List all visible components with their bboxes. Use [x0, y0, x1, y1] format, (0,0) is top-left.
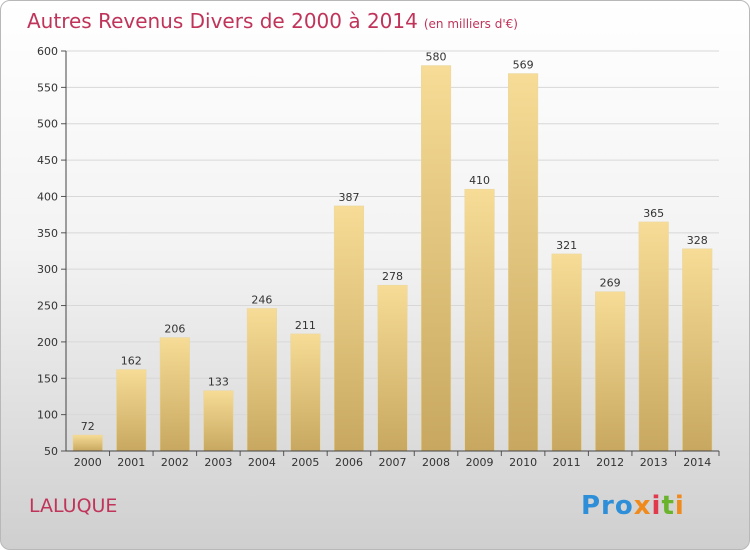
y-tick-label: 450: [37, 154, 58, 167]
x-tick-label: 2006: [335, 456, 363, 469]
bar: [290, 333, 321, 452]
bar: [638, 221, 669, 452]
bar: [464, 188, 495, 452]
y-tick-label: 250: [37, 300, 58, 313]
bar: [246, 308, 277, 452]
y-tick-label: 600: [37, 45, 58, 58]
bar-value-label: 162: [121, 355, 142, 368]
axes: 50 100 150 200 250 300 350 400 450 500 550 600 2000 2…: [37, 45, 720, 469]
bar: [508, 73, 539, 452]
x-tick-label: 2007: [379, 456, 407, 469]
value-labels: 72 162 206 133 246 211 387 278 580 410 569 321 269 36…: [81, 51, 708, 433]
bar-value-label: 365: [643, 207, 664, 220]
bar-value-label: 278: [382, 270, 403, 283]
y-tick-label: 500: [37, 118, 58, 131]
place-name: LALUQUE: [29, 495, 118, 517]
bar-value-label: 387: [338, 191, 359, 204]
bar: [682, 248, 713, 452]
proxiti-logo[interactable]: Proxiti: [581, 491, 685, 521]
bar-value-label: 580: [426, 51, 447, 64]
x-tick-label: 2001: [117, 456, 145, 469]
x-tick-label: 2002: [161, 456, 189, 469]
bar-value-label: 72: [81, 420, 95, 433]
bar-value-label: 321: [556, 239, 577, 252]
chart-subtitle: (en milliers d'€): [423, 17, 518, 31]
x-tick-label: 2005: [291, 456, 319, 469]
bar-value-label: 328: [687, 234, 708, 247]
bars: [72, 65, 713, 452]
chart-title: Autres Revenus Divers de 2000 à 2014 (en …: [27, 9, 518, 33]
bar: [72, 434, 103, 452]
x-tick-label: 2008: [422, 456, 450, 469]
y-tick-label: 50: [44, 445, 58, 458]
y-tick-label: 150: [37, 372, 58, 385]
x-tick-label: 2011: [553, 456, 581, 469]
y-tick-label: 400: [37, 190, 58, 203]
y-tick-label: 550: [37, 81, 58, 94]
x-tick-label: 2013: [640, 456, 668, 469]
bar-value-label: 569: [513, 59, 534, 72]
bar: [377, 284, 408, 452]
chart-title-text: Autres Revenus Divers de 2000 à 2014: [27, 9, 418, 33]
bar: [203, 390, 234, 452]
bar: [116, 369, 147, 452]
y-tick-label: 200: [37, 336, 58, 349]
bar-value-label: 269: [600, 277, 621, 290]
x-tick-label: 2003: [204, 456, 232, 469]
y-tick-label: 100: [37, 409, 58, 422]
bar: [595, 291, 626, 452]
x-tick-label: 2010: [509, 456, 537, 469]
x-tick-label: 2004: [248, 456, 276, 469]
x-tick-label: 2014: [683, 456, 711, 469]
bar-value-label: 206: [164, 323, 185, 336]
x-tick-label: 2009: [466, 456, 494, 469]
y-tick-label: 350: [37, 227, 58, 240]
bar: [551, 253, 582, 452]
bar: [159, 337, 190, 452]
bar: [420, 65, 452, 452]
y-tick-label: 300: [37, 263, 58, 276]
bar-value-label: 410: [469, 174, 490, 187]
bar: [333, 205, 365, 452]
bar-value-label: 133: [208, 376, 229, 389]
x-tick-label: 2012: [596, 456, 624, 469]
x-tick-label: 2000: [74, 456, 102, 469]
bar-value-label: 246: [251, 293, 272, 306]
bar-value-label: 211: [295, 319, 316, 332]
